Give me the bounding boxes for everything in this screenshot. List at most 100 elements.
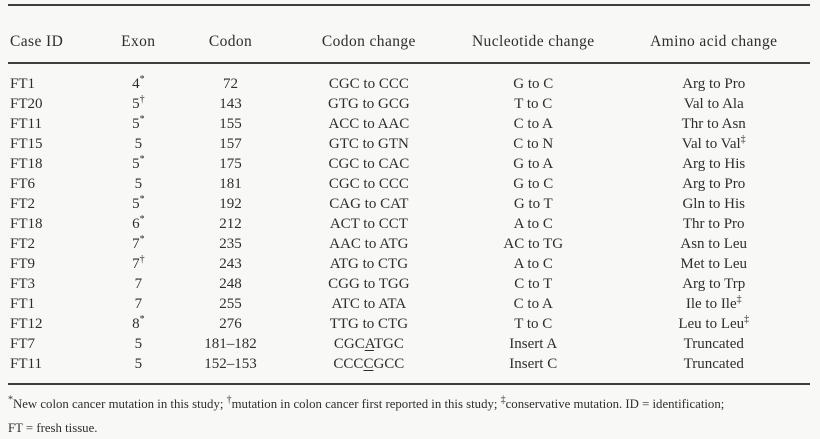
- codon-cell: 235: [219, 236, 242, 252]
- nucleotide-change-cell: G to T: [513, 196, 553, 212]
- exon-cell: 6*: [132, 214, 145, 233]
- exon-cell: 5†: [132, 94, 145, 113]
- table-row: FT1 4* 72 CGC to CCC G to C Arg to Pro: [8, 63, 810, 94]
- case-id-cell: FT18: [10, 156, 43, 172]
- exon-cell: 5: [134, 356, 143, 372]
- case-id-cell: FT2: [10, 196, 36, 212]
- table-row: FT1 7 255 ATC to ATA C to A Ile to Ile‡: [8, 294, 810, 314]
- codon-cell: 181: [219, 176, 242, 192]
- column-header-case-id: Case ID: [8, 5, 105, 64]
- case-id-cell: FT3: [10, 276, 36, 292]
- codon-cell: 192: [219, 196, 242, 212]
- nucleotide-change-cell: C to A: [513, 296, 553, 312]
- codon-change-cell: CGCATGC: [333, 336, 404, 352]
- codon-cell: 181–182: [204, 336, 257, 352]
- nucleotide-change-cell: T to C: [514, 96, 553, 112]
- table-body: FT1 4* 72 CGC to CCC G to C Arg to Pro FT20 5† 1…: [8, 63, 810, 384]
- codon-change-cell: TTG to CTG: [329, 316, 409, 332]
- case-id-cell: FT6: [10, 176, 36, 192]
- codon-change-cell: CGC to CAC: [328, 156, 410, 172]
- table-row: FT15 5 157 GTC to GTN C to N Val to Val‡: [8, 134, 810, 154]
- amino-acid-change-cell: Thr to Pro: [682, 216, 745, 232]
- codon-change-cell: ATC to ATA: [331, 296, 407, 312]
- exon-cell: 7: [134, 296, 143, 312]
- nucleotide-change-cell: G to C: [513, 176, 554, 192]
- codon-change-cell: CGC to CCC: [328, 176, 409, 192]
- table-row: FT9 7† 243 ATG to CTG A to C Met to Leu: [8, 254, 810, 274]
- case-id-cell: FT1: [10, 296, 36, 312]
- codon-cell: 72: [223, 76, 239, 92]
- codon-change-cell: AAC to ATG: [329, 236, 409, 252]
- amino-acid-change-cell: Ile to Ile‡: [685, 294, 742, 313]
- codon-cell: 248: [219, 276, 242, 292]
- amino-acid-change-cell: Val to Val‡: [681, 134, 746, 153]
- column-header-codon-change: Codon change: [288, 5, 450, 64]
- codon-cell: 276: [219, 316, 242, 332]
- codon-change-cell: ACT to CCT: [329, 216, 408, 232]
- nucleotide-change-cell: C to N: [513, 136, 554, 152]
- amino-acid-change-cell: Leu to Leu‡: [678, 314, 750, 333]
- amino-acid-change-cell: Arg to His: [682, 156, 746, 172]
- amino-acid-change-cell: Arg to Trp: [682, 276, 746, 292]
- column-header-nucleotide-change: Nucleotide change: [449, 5, 618, 64]
- case-id-cell: FT7: [10, 336, 36, 352]
- table-row: FT2 7* 235 AAC to ATG AC to TG Asn to Leu: [8, 234, 810, 254]
- nucleotide-change-cell: C to T: [514, 276, 553, 292]
- exon-cell: 5: [134, 336, 143, 352]
- codon-change-cell: ATG to CTG: [329, 256, 409, 272]
- amino-acid-change-cell: Truncated: [683, 336, 744, 352]
- codon-change-cell: CGG to TGG: [328, 276, 410, 292]
- exon-cell: 7: [134, 276, 143, 292]
- codon-change-cell: CAG to CAT: [329, 196, 409, 212]
- codon-cell: 212: [219, 216, 242, 232]
- exon-cell: 7†: [132, 254, 145, 273]
- nucleotide-change-cell: A to C: [513, 256, 553, 272]
- table-row: FT7 5 181–182 CGCATGC Insert A Truncated: [8, 334, 810, 354]
- case-id-cell: FT20: [10, 96, 43, 112]
- table-row: FT18 6* 212 ACT to CCT A to C Thr to Pro: [8, 214, 810, 234]
- column-header-exon: Exon: [104, 5, 173, 64]
- nucleotide-change-cell: G to C: [513, 76, 554, 92]
- exon-cell: 5: [134, 136, 143, 152]
- column-header-codon: Codon: [172, 5, 289, 64]
- codon-cell: 255: [219, 296, 242, 312]
- table-row: FT18 5* 175 CGC to CAC G to A Arg to His: [8, 154, 810, 174]
- table-header: Case ID Exon Codon Codon change Nucleoti…: [8, 5, 810, 64]
- nucleotide-change-cell: A to C: [513, 216, 553, 232]
- codon-change-cell: GTC to GTN: [328, 136, 409, 152]
- case-id-cell: FT11: [10, 356, 42, 372]
- table-row: FT6 5 181 CGC to CCC G to C Arg to Pro: [8, 174, 810, 194]
- codon-cell: 157: [219, 136, 242, 152]
- mutation-table: Case ID Exon Codon Codon change Nucleoti…: [8, 4, 810, 385]
- amino-acid-change-cell: Asn to Leu: [680, 236, 748, 252]
- codon-change-cell: CCCCGCC: [333, 356, 405, 372]
- header-row: Case ID Exon Codon Codon change Nucleoti…: [8, 5, 810, 64]
- footnote-line-1: *New colon cancer mutation in this study…: [8, 394, 725, 411]
- amino-acid-change-cell: Thr to Asn: [681, 116, 746, 132]
- codon-change-cell: ACC to AAC: [328, 116, 410, 132]
- column-header-amino-acid-change: Amino acid change: [617, 5, 810, 64]
- table-row: FT2 5* 192 CAG to CAT G to T Gln to His: [8, 194, 810, 214]
- table-row: FT20 5† 143 GTG to GCG T to C Val to Ala: [8, 94, 810, 114]
- footnote-line-2: FT = fresh tissue.: [8, 421, 98, 435]
- amino-acid-change-cell: Arg to Pro: [682, 76, 746, 92]
- case-id-cell: FT11: [10, 116, 42, 132]
- table-row: FT11 5 152–153 CCCCGCC Insert C Truncated: [8, 354, 810, 384]
- codon-change-cell: CGC to CCC: [328, 76, 409, 92]
- exon-cell: 5*: [132, 194, 145, 213]
- case-id-cell: FT2: [10, 236, 36, 252]
- case-id-cell: FT15: [10, 136, 43, 152]
- exon-cell: 5*: [132, 154, 145, 173]
- case-id-cell: FT18: [10, 216, 43, 232]
- codon-change-cell: GTG to GCG: [328, 96, 410, 112]
- table-row: FT12 8* 276 TTG to CTG T to C Leu to Leu‡: [8, 314, 810, 334]
- amino-acid-change-cell: Met to Leu: [680, 256, 748, 272]
- nucleotide-change-cell: Insert A: [509, 336, 558, 352]
- case-id-cell: FT9: [10, 256, 36, 272]
- codon-cell: 143: [219, 96, 242, 112]
- table-row: FT11 5* 155 ACC to AAC C to A Thr to Asn: [8, 114, 810, 134]
- case-id-cell: FT1: [10, 76, 36, 92]
- codon-cell: 155: [219, 116, 242, 132]
- exon-cell: 4*: [132, 74, 145, 93]
- exon-cell: 5*: [132, 114, 145, 133]
